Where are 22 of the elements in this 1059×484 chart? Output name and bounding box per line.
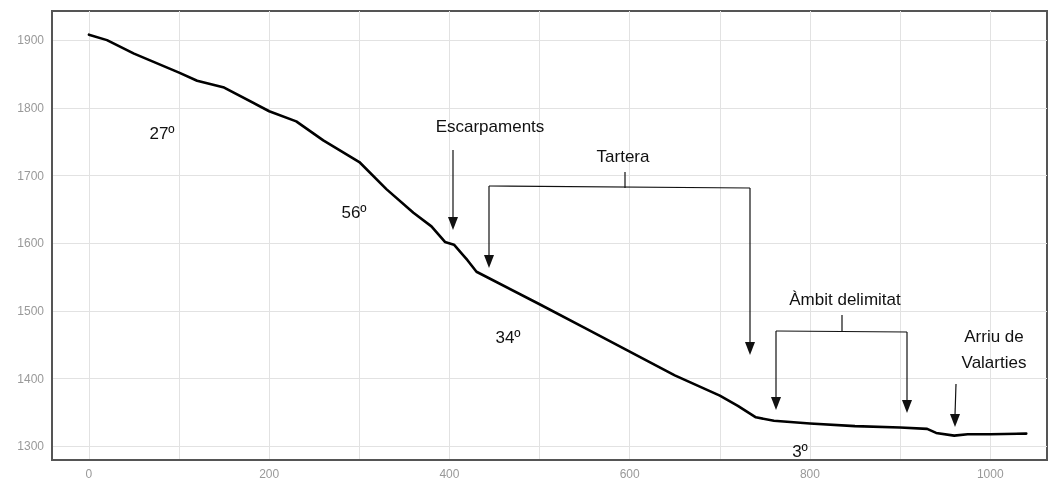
x-tick-label: 600 (619, 467, 641, 481)
annotation: Escarpaments (435, 116, 545, 138)
y-tick-label: 1900 (17, 33, 45, 48)
annotation: Tartera (596, 146, 650, 168)
y-tick-label: 1300 (17, 439, 45, 454)
annotation: 27º (149, 123, 175, 145)
y-tick-label: 1600 (17, 236, 45, 251)
annotation: Àmbit delimitat (789, 289, 901, 311)
x-tick-label: 400 (439, 467, 460, 481)
annotation: 56º (341, 202, 367, 224)
y-tick-label: 1700 (17, 168, 45, 183)
x-tick-label: 800 (799, 467, 821, 481)
x-tick-label: 200 (259, 467, 280, 481)
x-tick-label: 0 (85, 467, 93, 481)
annotation: 34º (495, 327, 521, 349)
y-tick-label: 1800 (17, 100, 45, 115)
annotation: Arriu de Valarties (961, 326, 1027, 374)
y-tick-label: 1500 (17, 304, 45, 319)
x-tick-label: 1000 (976, 467, 1004, 481)
line-series (87, 33, 1028, 437)
annotation: 3º (792, 441, 808, 463)
y-tick-label: 1400 (17, 371, 45, 386)
